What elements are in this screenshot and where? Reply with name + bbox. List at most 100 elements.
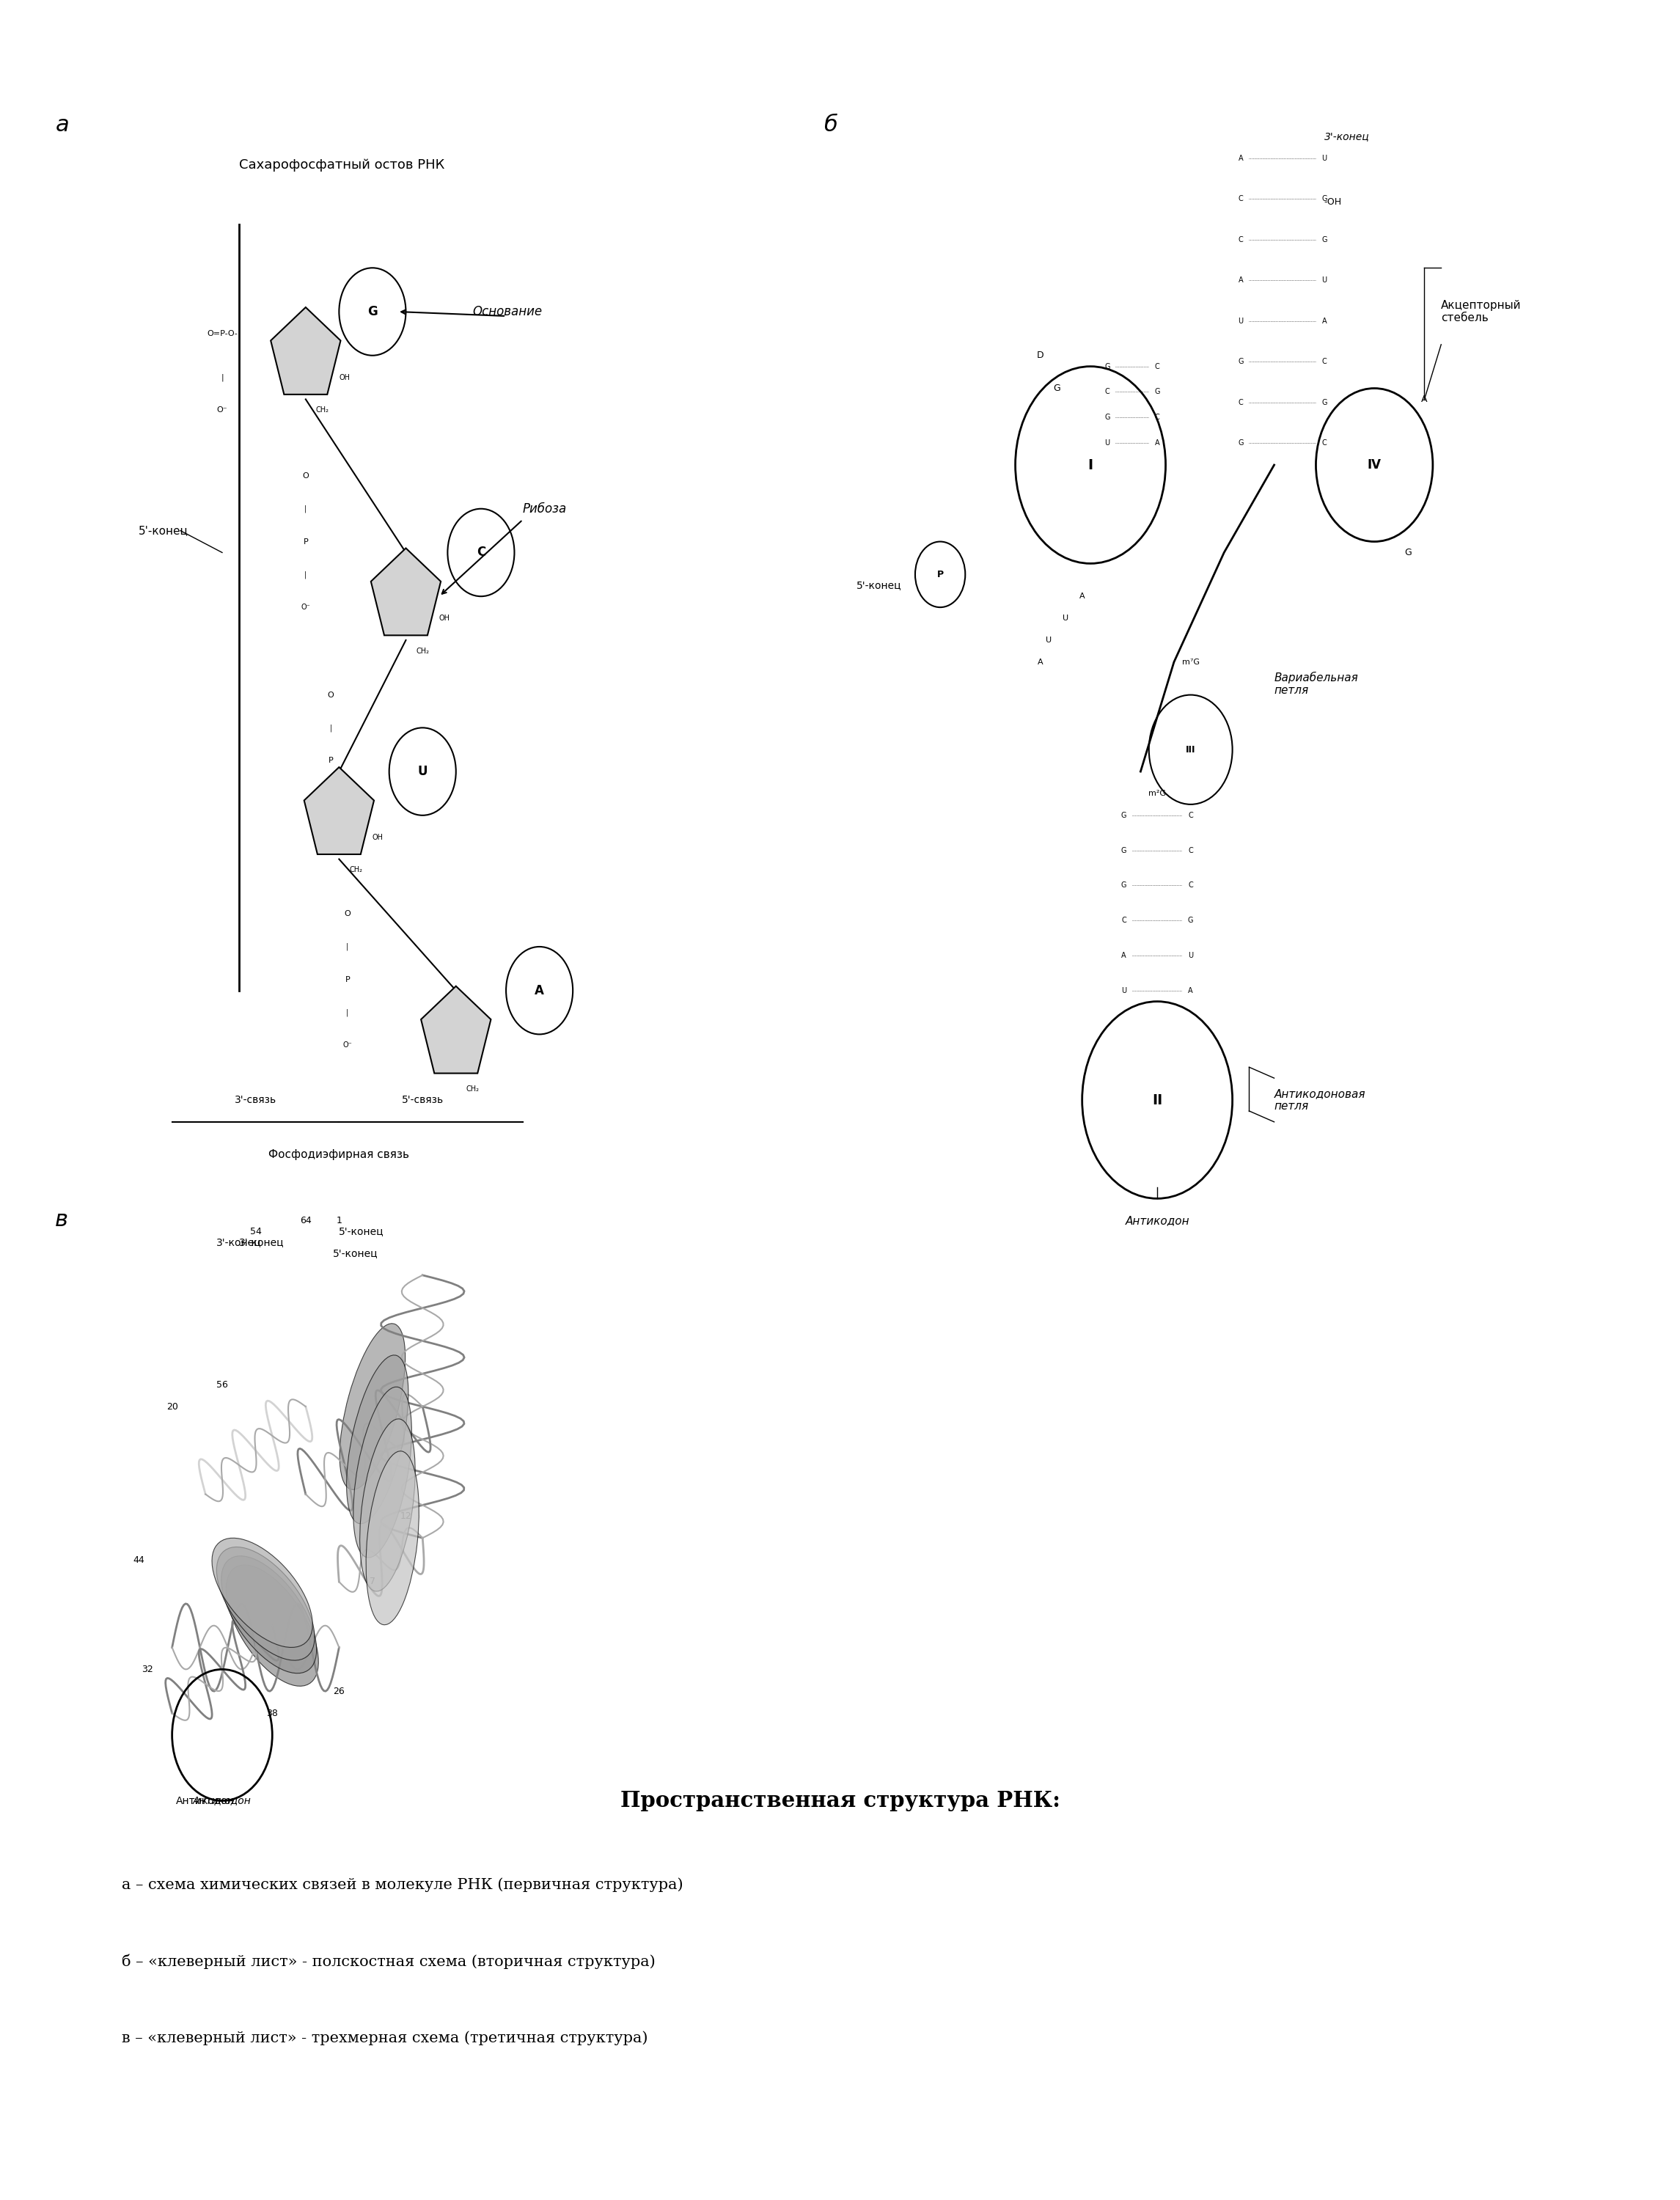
Text: 12: 12 xyxy=(400,1511,412,1520)
Text: Основание: Основание xyxy=(472,306,543,319)
Text: C: C xyxy=(1322,359,1327,365)
Text: 64: 64 xyxy=(301,1217,311,1225)
Text: U: U xyxy=(1238,317,1243,326)
Text: 1: 1 xyxy=(336,1217,343,1225)
Text: A: A xyxy=(1122,953,1126,959)
Text: C: C xyxy=(1188,847,1193,854)
Text: A: A xyxy=(1238,154,1243,163)
Text: II: II xyxy=(1152,1093,1163,1107)
Text: P: P xyxy=(344,977,349,983)
Text: G: G xyxy=(1188,917,1193,924)
Text: CH₂: CH₂ xyxy=(417,647,428,656)
Text: U: U xyxy=(1188,953,1193,959)
Text: Фосфодиэфирная связь: Фосфодиэфирная связь xyxy=(269,1148,410,1159)
Text: D: D xyxy=(1037,350,1043,361)
Text: C: C xyxy=(1105,387,1110,396)
Text: Антикодон: Антикодон xyxy=(176,1795,235,1806)
Text: Акцепторный
стебель: Акцепторный стебель xyxy=(1441,299,1522,323)
Text: |: | xyxy=(329,790,333,796)
Text: 3'-конец: 3'-конец xyxy=(217,1236,262,1247)
Polygon shape xyxy=(371,548,440,636)
Text: O⁻: O⁻ xyxy=(326,823,336,829)
Text: G: G xyxy=(1121,847,1127,854)
Text: в: в xyxy=(55,1210,69,1230)
Text: P: P xyxy=(302,539,307,546)
Text: 20: 20 xyxy=(166,1401,178,1412)
Text: O⁻: O⁻ xyxy=(343,1041,353,1049)
Ellipse shape xyxy=(353,1386,412,1558)
Text: |: | xyxy=(346,1008,348,1016)
Text: Рибоза: Рибоза xyxy=(522,502,566,515)
Ellipse shape xyxy=(222,1555,316,1674)
Text: |: | xyxy=(346,944,348,950)
Text: A: A xyxy=(1079,592,1085,601)
Text: G: G xyxy=(1104,363,1110,370)
Text: Антикодоновая
петля: Антикодоновая петля xyxy=(1273,1089,1366,1111)
Text: P: P xyxy=(937,570,944,579)
Text: C: C xyxy=(1154,414,1159,420)
Text: U: U xyxy=(1322,154,1327,163)
Polygon shape xyxy=(304,768,375,854)
Ellipse shape xyxy=(339,1324,405,1489)
Text: 5'-конец: 5'-конец xyxy=(333,1247,378,1258)
Text: 54: 54 xyxy=(250,1228,262,1236)
Text: OH: OH xyxy=(339,374,349,381)
Text: CH₂: CH₂ xyxy=(349,867,363,873)
Ellipse shape xyxy=(366,1452,418,1626)
Text: 3'-конец: 3'-конец xyxy=(1324,132,1369,141)
Text: в – «клеверный лист» - трехмерная схема (третичная структура): в – «клеверный лист» - трехмерная схема … xyxy=(123,2031,648,2046)
Text: Пространственная структура РНК:: Пространственная структура РНК: xyxy=(620,1791,1060,1811)
Text: C: C xyxy=(1322,440,1327,447)
Text: 5'-связь: 5'-связь xyxy=(402,1096,444,1104)
Text: I: I xyxy=(1089,458,1094,473)
Text: C: C xyxy=(1238,235,1243,244)
Text: 26: 26 xyxy=(333,1687,344,1696)
Text: |: | xyxy=(304,570,307,579)
Text: m²G: m²G xyxy=(1149,790,1166,796)
Text: A: A xyxy=(534,983,544,997)
Text: OH: OH xyxy=(373,834,383,840)
Text: Антикодон: Антикодон xyxy=(193,1795,252,1806)
Text: 3'-связь: 3'-связь xyxy=(235,1096,277,1104)
Text: Вариабельная
петля: Вариабельная петля xyxy=(1273,671,1359,695)
Text: U: U xyxy=(1322,277,1327,284)
Text: A: A xyxy=(1038,658,1043,667)
Ellipse shape xyxy=(212,1538,312,1648)
Text: III: III xyxy=(1186,746,1196,755)
Text: 5'-конец: 5'-конец xyxy=(339,1225,385,1236)
Text: G: G xyxy=(368,306,378,319)
Text: O=P-O-: O=P-O- xyxy=(207,330,237,337)
Text: O⁻: O⁻ xyxy=(217,407,227,414)
Ellipse shape xyxy=(217,1547,314,1661)
Text: |: | xyxy=(329,724,333,733)
Text: G: G xyxy=(1404,548,1411,557)
Text: O: O xyxy=(344,911,351,917)
Text: U: U xyxy=(1121,988,1127,994)
Text: а – схема химических связей в молекуле РНК (первичная структура): а – схема химических связей в молекуле Р… xyxy=(123,1877,684,1892)
Text: U: U xyxy=(1104,440,1110,447)
Text: C: C xyxy=(1121,917,1126,924)
Ellipse shape xyxy=(360,1419,415,1591)
Text: -OH: -OH xyxy=(1324,198,1342,207)
Ellipse shape xyxy=(227,1564,319,1685)
Text: C: C xyxy=(1188,812,1193,818)
Text: A: A xyxy=(1238,277,1243,284)
Text: CH₂: CH₂ xyxy=(465,1085,479,1093)
Text: 56: 56 xyxy=(217,1379,228,1390)
Text: б – «клеверный лист» - полскостная схема (вторичная структура): б – «клеверный лист» - полскостная схема… xyxy=(123,1954,655,1969)
Text: G: G xyxy=(1238,359,1243,365)
Text: A: A xyxy=(1322,317,1327,326)
Text: U: U xyxy=(418,766,427,779)
Text: O: O xyxy=(328,691,334,700)
Text: G: G xyxy=(1322,235,1327,244)
Text: U: U xyxy=(1045,636,1052,645)
Text: Сахарофосфатный остов РНК: Сахарофосфатный остов РНК xyxy=(239,158,445,172)
Polygon shape xyxy=(270,308,341,394)
Text: G: G xyxy=(1104,414,1110,420)
Text: C: C xyxy=(1238,398,1243,407)
Text: 5'-конец: 5'-конец xyxy=(857,581,902,590)
Text: а: а xyxy=(55,114,69,136)
Text: A: A xyxy=(1421,394,1428,405)
Text: CH₂: CH₂ xyxy=(316,407,329,414)
Ellipse shape xyxy=(346,1355,408,1525)
